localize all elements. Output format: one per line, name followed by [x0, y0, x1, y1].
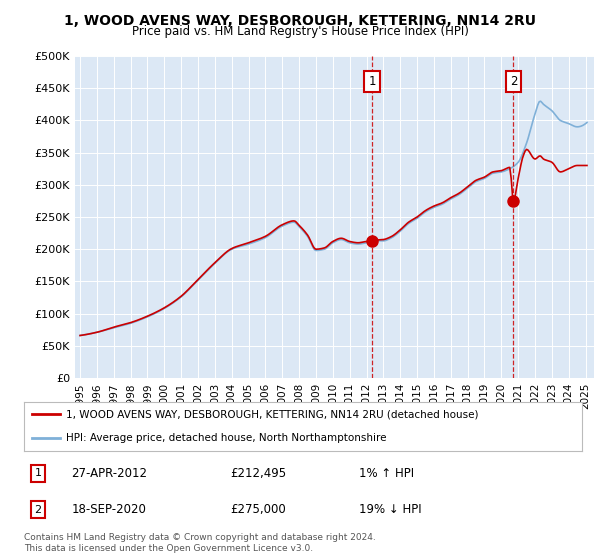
Text: HPI: Average price, detached house, North Northamptonshire: HPI: Average price, detached house, Nort…	[66, 433, 386, 443]
Text: £212,495: £212,495	[230, 466, 287, 480]
Text: £275,000: £275,000	[230, 503, 286, 516]
Text: Contains HM Land Registry data © Crown copyright and database right 2024.
This d: Contains HM Land Registry data © Crown c…	[24, 533, 376, 553]
Text: 1% ↑ HPI: 1% ↑ HPI	[359, 466, 414, 480]
Text: 27-APR-2012: 27-APR-2012	[71, 466, 148, 480]
Text: 18-SEP-2020: 18-SEP-2020	[71, 503, 146, 516]
Text: 19% ↓ HPI: 19% ↓ HPI	[359, 503, 421, 516]
Text: Price paid vs. HM Land Registry's House Price Index (HPI): Price paid vs. HM Land Registry's House …	[131, 25, 469, 38]
Text: 2: 2	[34, 505, 41, 515]
Text: 1, WOOD AVENS WAY, DESBOROUGH, KETTERING, NN14 2RU (detached house): 1, WOOD AVENS WAY, DESBOROUGH, KETTERING…	[66, 409, 478, 419]
Text: 2: 2	[510, 75, 517, 88]
Text: 1: 1	[368, 75, 376, 88]
Text: 1: 1	[34, 468, 41, 478]
Text: 1, WOOD AVENS WAY, DESBOROUGH, KETTERING, NN14 2RU: 1, WOOD AVENS WAY, DESBOROUGH, KETTERING…	[64, 14, 536, 28]
